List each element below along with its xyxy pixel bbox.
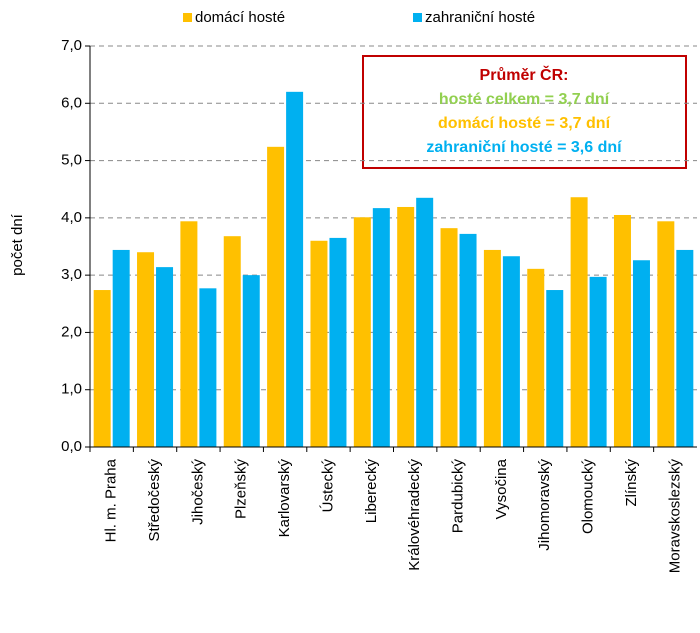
y-tick-label: 5,0 (61, 152, 82, 169)
annotation: domácí hosté = 3,7 dní (438, 115, 611, 132)
legend-swatch (413, 13, 422, 22)
bar (242, 275, 260, 447)
x-tick-label: Liberecký (363, 459, 380, 524)
bar (372, 208, 390, 447)
annotation: Průměr ČR: (480, 65, 569, 84)
legend-label: domácí hosté (195, 9, 285, 26)
bar (613, 214, 631, 447)
bar (546, 290, 564, 447)
y-tick-label: 3,0 (61, 266, 82, 283)
bar (286, 91, 304, 447)
bar (459, 233, 477, 447)
bar (483, 249, 501, 447)
x-tick-label: Jihomoravský (536, 459, 553, 551)
x-tick-label: Moravskoslezský (666, 459, 683, 574)
annotation-box (362, 55, 687, 169)
annotation: zahraniční hosté = 3,6 dní (426, 139, 622, 156)
x-tick-label: Olomoucký (580, 459, 597, 535)
bar (416, 197, 434, 447)
x-tick-label: Ústecký (319, 459, 336, 513)
x-tick-label: Vysočina (493, 458, 510, 519)
bar (353, 217, 371, 447)
x-tick-label: Jihočeský (189, 459, 206, 525)
bar (329, 237, 347, 447)
bar (223, 236, 241, 447)
y-tick-label: 7,0 (61, 37, 82, 54)
legend-label: zahraniční hosté (425, 9, 535, 26)
y-tick-label: 1,0 (61, 381, 82, 398)
bar (180, 221, 198, 447)
bar (676, 249, 694, 447)
bar (137, 252, 155, 447)
legend-swatch (183, 13, 192, 22)
x-tick-label: Karlovarský (276, 459, 293, 538)
bar (267, 146, 285, 447)
bar (112, 249, 130, 447)
y-tick-label: 6,0 (61, 94, 82, 111)
x-tick-label: Pardubický (450, 459, 467, 534)
bar (310, 240, 328, 447)
bar (570, 197, 588, 447)
bar (93, 290, 111, 447)
bar (589, 276, 607, 447)
y-tick-label: 4,0 (61, 209, 82, 226)
x-tick-label: Středočeský (146, 459, 163, 542)
bar (397, 206, 415, 447)
bar (527, 268, 545, 447)
y-tick-label: 2,0 (61, 323, 82, 340)
bar (156, 267, 174, 447)
bar (199, 288, 217, 447)
bar (502, 256, 520, 447)
y-axis-label: počet dní (9, 213, 26, 276)
x-tick-label: Hl. m. Praha (103, 458, 120, 542)
bar (657, 221, 675, 447)
x-tick-label: Zlínský (623, 459, 640, 507)
annotation: hosté celkem = 3,7 dní (439, 91, 610, 108)
y-tick-label: 0,0 (61, 438, 82, 455)
x-tick-label: Plzeňský (233, 459, 250, 520)
bar (440, 228, 458, 447)
x-tick-label: Královéhradecký (406, 459, 423, 571)
bar (632, 260, 650, 447)
